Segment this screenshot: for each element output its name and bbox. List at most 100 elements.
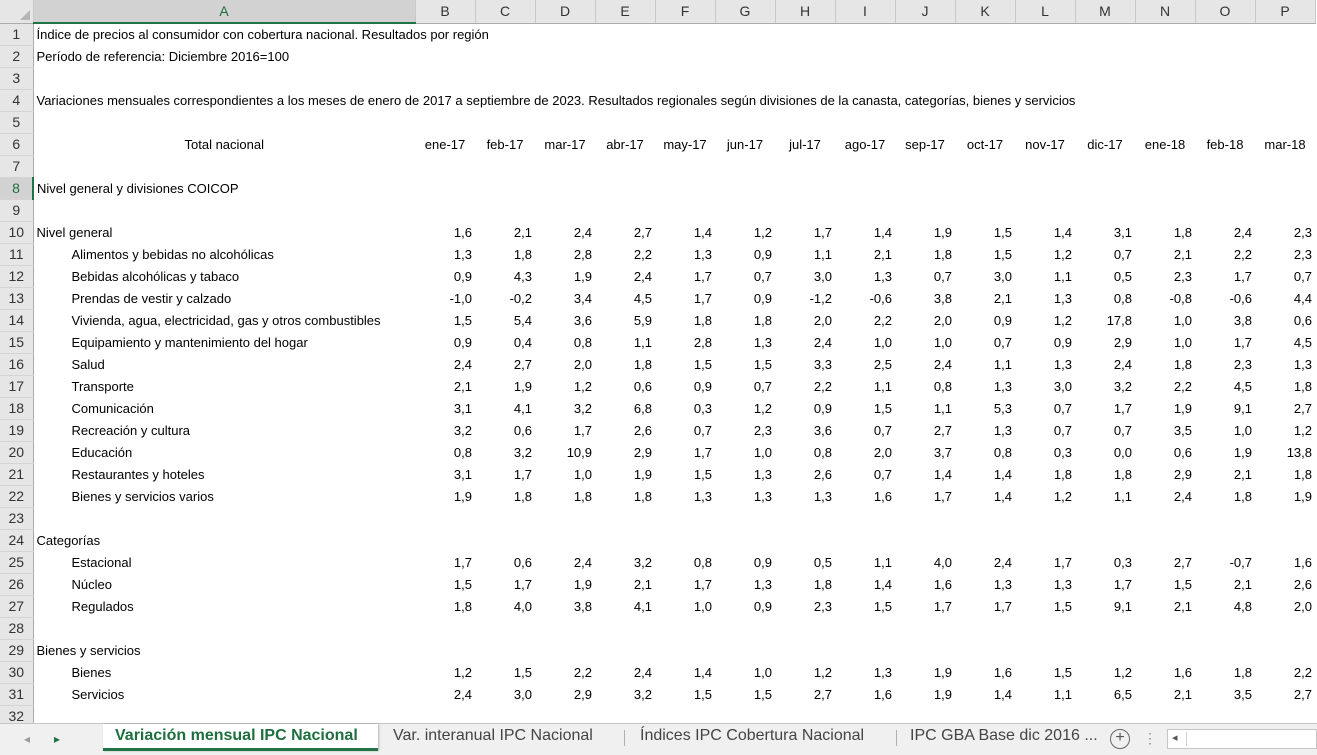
value-cell[interactable]: 1,4 bbox=[1053, 224, 1072, 240]
row-header[interactable]: 5 bbox=[0, 111, 34, 134]
empty-cell[interactable] bbox=[475, 45, 535, 67]
empty-cell[interactable] bbox=[775, 155, 835, 177]
empty-cell[interactable] bbox=[655, 705, 715, 723]
value-cell[interactable]: 1,7 bbox=[1233, 334, 1252, 350]
empty-cell[interactable] bbox=[1075, 199, 1135, 221]
value-cell[interactable]: 1,2 bbox=[1053, 312, 1072, 328]
empty-cell[interactable] bbox=[895, 111, 955, 133]
row-label-cell[interactable]: Restaurantes y hoteles bbox=[71, 466, 205, 482]
column-header-p[interactable]: P bbox=[1255, 0, 1316, 24]
value-cell[interactable]: 1,8 bbox=[693, 312, 712, 328]
empty-cell[interactable] bbox=[1075, 155, 1135, 177]
value-cell[interactable]: 2,1 bbox=[873, 246, 892, 262]
empty-cell[interactable] bbox=[1015, 705, 1075, 723]
value-cell[interactable]: 1,2 bbox=[813, 664, 832, 680]
empty-cell[interactable] bbox=[715, 111, 775, 133]
row-header[interactable]: 23 bbox=[0, 507, 34, 530]
tab-ipc-gba[interactable]: IPC GBA Base dic 2016 ... bbox=[910, 727, 1098, 744]
value-cell[interactable]: 2,2 bbox=[1293, 664, 1312, 680]
value-cell[interactable]: 0,0 bbox=[1113, 444, 1132, 460]
value-cell[interactable]: 1,0 bbox=[693, 598, 712, 614]
value-cell[interactable]: 2,2 bbox=[1233, 246, 1252, 262]
empty-cell[interactable] bbox=[895, 199, 955, 221]
value-cell[interactable]: 3,1 bbox=[453, 466, 472, 482]
value-cell[interactable]: 0,7 bbox=[693, 422, 712, 438]
value-cell[interactable]: 3,2 bbox=[573, 400, 592, 416]
empty-cell[interactable] bbox=[415, 199, 475, 221]
value-cell[interactable]: 0,8 bbox=[933, 378, 952, 394]
empty-cell[interactable] bbox=[415, 507, 475, 529]
empty-cell[interactable] bbox=[895, 23, 955, 45]
column-header-d[interactable]: D bbox=[535, 0, 596, 24]
value-cell[interactable]: 2,2 bbox=[873, 312, 892, 328]
value-cell[interactable]: 1,8 bbox=[1233, 664, 1252, 680]
empty-cell[interactable] bbox=[1195, 639, 1255, 661]
empty-cell[interactable] bbox=[595, 507, 655, 529]
row-label-cell[interactable]: Bienes y servicios varios bbox=[71, 488, 214, 504]
value-cell[interactable]: 4,5 bbox=[633, 290, 652, 306]
value-cell[interactable]: 2,7 bbox=[1293, 686, 1312, 702]
column-header-c[interactable]: C bbox=[475, 0, 536, 24]
empty-cell[interactable] bbox=[1015, 639, 1075, 661]
tab-indices-ipc[interactable]: Índices IPC Cobertura Nacional bbox=[640, 727, 865, 744]
empty-cell[interactable] bbox=[1195, 617, 1255, 639]
value-cell[interactable]: 1,2 bbox=[753, 400, 772, 416]
empty-cell[interactable] bbox=[895, 177, 955, 199]
empty-cell[interactable] bbox=[835, 177, 895, 199]
value-cell[interactable]: 0,6 bbox=[513, 554, 532, 570]
value-cell[interactable]: 1,6 bbox=[873, 686, 892, 702]
value-cell[interactable]: 3,4 bbox=[573, 290, 592, 306]
month-header-cell[interactable]: jun-17 bbox=[726, 136, 764, 152]
value-cell[interactable]: 2,3 bbox=[1293, 224, 1312, 240]
row-header[interactable]: 7 bbox=[0, 155, 34, 178]
value-cell[interactable]: 3,2 bbox=[1113, 378, 1132, 394]
value-cell[interactable]: 1,6 bbox=[453, 224, 472, 240]
value-cell[interactable]: 1,7 bbox=[573, 422, 592, 438]
value-cell[interactable]: 1,7 bbox=[693, 290, 712, 306]
empty-cell[interactable] bbox=[1015, 199, 1075, 221]
value-cell[interactable]: 2,2 bbox=[573, 664, 592, 680]
empty-cell[interactable] bbox=[1195, 177, 1255, 199]
empty-cell[interactable] bbox=[835, 111, 895, 133]
empty-cell[interactable] bbox=[895, 507, 955, 529]
value-cell[interactable]: 2,6 bbox=[813, 466, 832, 482]
empty-cell[interactable] bbox=[415, 617, 475, 639]
empty-cell[interactable] bbox=[775, 617, 835, 639]
empty-cell[interactable] bbox=[595, 177, 655, 199]
value-cell[interactable]: 1,9 bbox=[513, 378, 532, 394]
empty-cell[interactable] bbox=[475, 529, 535, 551]
value-cell[interactable]: 1,9 bbox=[633, 466, 652, 482]
value-cell[interactable]: 0,9 bbox=[1053, 334, 1072, 350]
empty-cell[interactable] bbox=[1015, 507, 1075, 529]
empty-cell[interactable] bbox=[1075, 67, 1135, 89]
value-cell[interactable]: 0,8 bbox=[693, 554, 712, 570]
value-cell[interactable]: 1,5 bbox=[693, 356, 712, 372]
value-cell[interactable]: 1,8 bbox=[813, 576, 832, 592]
value-cell[interactable]: 3,8 bbox=[933, 290, 952, 306]
empty-cell[interactable] bbox=[775, 705, 835, 723]
value-cell[interactable]: 3,0 bbox=[813, 268, 832, 284]
empty-cell[interactable] bbox=[1255, 639, 1315, 661]
empty-cell[interactable] bbox=[415, 45, 475, 67]
value-cell[interactable]: 1,5 bbox=[753, 686, 772, 702]
empty-cell[interactable] bbox=[535, 507, 595, 529]
value-cell[interactable]: 3,2 bbox=[513, 444, 532, 460]
empty-cell[interactable] bbox=[1195, 199, 1255, 221]
row-header[interactable]: 32 bbox=[0, 705, 34, 723]
empty-cell[interactable] bbox=[655, 617, 715, 639]
value-cell[interactable]: -0,6 bbox=[869, 290, 892, 306]
empty-cell[interactable] bbox=[775, 45, 835, 67]
value-cell[interactable]: 0,3 bbox=[1113, 554, 1132, 570]
value-cell[interactable]: 1,3 bbox=[1053, 576, 1072, 592]
empty-cell[interactable] bbox=[1255, 199, 1315, 221]
value-cell[interactable]: 1,6 bbox=[1173, 664, 1192, 680]
row-header[interactable]: 17 bbox=[0, 375, 34, 398]
value-cell[interactable]: 2,1 bbox=[1233, 576, 1252, 592]
value-cell[interactable]: 2,4 bbox=[993, 554, 1012, 570]
value-cell[interactable]: 2,5 bbox=[873, 356, 892, 372]
value-cell[interactable]: 2,7 bbox=[1293, 400, 1312, 416]
value-cell[interactable]: 2,1 bbox=[1173, 686, 1192, 702]
value-cell[interactable]: 1,9 bbox=[933, 664, 952, 680]
value-cell[interactable]: 1,8 bbox=[453, 598, 472, 614]
empty-cell[interactable] bbox=[1255, 507, 1315, 529]
